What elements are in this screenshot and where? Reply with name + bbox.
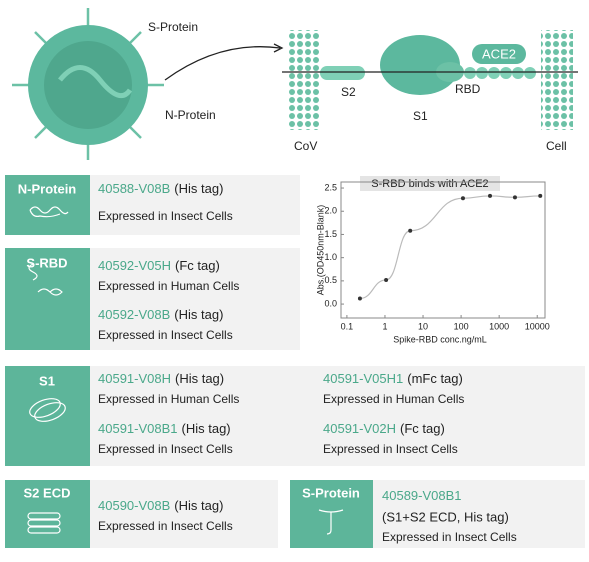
label: Cell (546, 139, 567, 153)
label: ACE2 (482, 46, 516, 61)
product: 40591-V08H (His tag) (98, 371, 224, 386)
product-tag: (His tag) (175, 371, 224, 386)
expression: Expressed in Human Cells (98, 279, 239, 293)
s2-domain (320, 66, 365, 80)
x-tick-label: 100 (454, 321, 469, 331)
virus (12, 8, 164, 160)
y-axis-label: Abs.(OD450nm-Blank) (315, 205, 325, 296)
product: 40590-V08B (His tag) (98, 498, 223, 513)
y-tick-label: 1.0 (324, 252, 337, 262)
expression: Expressed in Insect Cells (98, 442, 233, 456)
product-tag: (S1+S2 ECD, His tag) (382, 509, 509, 524)
card-title: S1 (39, 373, 55, 388)
expression: Expressed in Human Cells (323, 392, 464, 406)
product-id: 40591-V08H (98, 371, 171, 386)
product: 40589-V08B1 (382, 488, 462, 503)
expression: Expressed in Human Cells (98, 392, 239, 406)
arrow-head (273, 43, 284, 53)
x-tick-label: 0.1 (341, 321, 354, 331)
card-title: S-Protein (302, 485, 360, 500)
point (384, 277, 389, 282)
membrane (287, 30, 319, 130)
ace2-chain (464, 67, 536, 79)
s1-domain (380, 35, 460, 95)
x-axis-label: Spike-RBD conc.ng/mL (393, 334, 487, 344)
card-title: S-RBD (26, 255, 67, 270)
product-id: 40591-V08B1 (98, 421, 178, 436)
point (488, 193, 493, 198)
product-tag: (His tag) (182, 421, 231, 436)
fit-line (359, 195, 541, 300)
label: S2 (341, 85, 356, 99)
y-tick-label: 0.5 (324, 275, 337, 285)
point (408, 228, 413, 233)
product: 40591-V08B1 (His tag) (98, 421, 231, 436)
point (538, 193, 543, 198)
arrow (164, 46, 281, 81)
product-tag: (Fc tag) (400, 421, 445, 436)
y-tick-label: 2.5 (324, 182, 337, 192)
x-tick-label: 1000 (489, 321, 509, 331)
product-tag: (His tag) (174, 181, 223, 196)
label: CoV (294, 139, 317, 153)
product-tag: (His tag) (174, 498, 223, 513)
membrane (541, 30, 573, 130)
product-id: 40588-V08B (98, 181, 170, 196)
y-tick-label: 1.5 (324, 229, 337, 239)
y-tick-label: 0.0 (324, 298, 337, 308)
expression: Expressed in Insect Cells (382, 530, 517, 544)
product: 40591-V02H (Fc tag) (323, 421, 445, 436)
x-tick-label: 10000 (525, 321, 550, 331)
point (357, 296, 362, 301)
product: 40591-V05H1 (mFc tag) (323, 371, 463, 386)
product: 40592-V05H (Fc tag) (98, 258, 220, 273)
product-id: 40592-V08B (98, 307, 170, 322)
label: S1 (413, 109, 428, 123)
card-title: S2 ECD (24, 485, 71, 500)
label: S-Protein (148, 20, 198, 34)
expression: Expressed in Insect Cells (98, 519, 233, 533)
card-title: N-Protein (18, 181, 77, 196)
icons (27, 206, 344, 535)
point (512, 195, 517, 200)
product-id: 40591-V02H (323, 421, 396, 436)
x-tick-label: 1 (382, 321, 387, 331)
expression: Expressed in Insect Cells (98, 328, 233, 342)
y-tick-label: 2.0 (324, 206, 337, 216)
product-tag: (Fc tag) (175, 258, 220, 273)
ace2-pill (472, 44, 526, 64)
plot-frame (340, 181, 546, 319)
expression: Expressed in Insect Cells (323, 442, 458, 456)
product-tag: (mFc tag) (407, 371, 463, 386)
chart-title-bg (360, 176, 500, 191)
label: N-Protein (165, 108, 216, 122)
x-tick-label: 10 (418, 321, 428, 331)
product-tag: (His tag) (174, 307, 223, 322)
product-id: 40589-V08B1 (382, 488, 462, 503)
product: 40588-V08B (His tag) (98, 181, 223, 196)
point (460, 196, 465, 201)
product: 40592-V08B (His tag) (98, 307, 223, 322)
card-backgrounds (5, 175, 585, 548)
chart-title: S-RBD binds with ACE2 (371, 178, 488, 190)
label: RBD (455, 82, 481, 96)
product-id: 40592-V05H (98, 258, 171, 273)
expression: Expressed in Insect Cells (98, 209, 233, 223)
product-id: 40591-V05H1 (323, 371, 403, 386)
product-id: 40590-V08B (98, 498, 170, 513)
